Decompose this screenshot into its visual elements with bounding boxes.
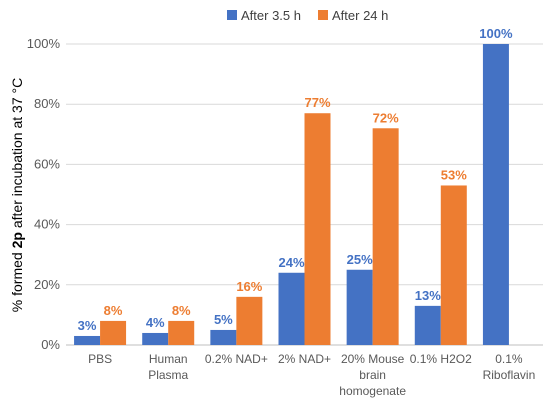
bar <box>414 305 441 345</box>
data-label: 4% <box>146 315 165 330</box>
data-label: 100% <box>479 26 513 41</box>
y-tick-label: 20% <box>34 277 60 292</box>
y-tick-label: 0% <box>41 337 60 352</box>
bar <box>278 272 305 345</box>
y-axis-label: % formed 2p after incubation at 37 °C <box>9 78 25 312</box>
data-label: 77% <box>304 95 330 110</box>
bar <box>372 128 399 345</box>
legend-swatch <box>318 10 328 20</box>
x-tick-label: 0.2% NAD+ <box>205 352 268 366</box>
bar <box>304 113 331 345</box>
legend: After 3.5 h After 24 h <box>227 8 388 23</box>
bar <box>168 320 195 345</box>
y-tick-label: 80% <box>34 96 60 111</box>
bar <box>210 329 237 345</box>
bar <box>440 185 467 345</box>
y-tick-label: 100% <box>27 36 61 51</box>
data-label: 72% <box>373 110 399 125</box>
data-label: 24% <box>278 255 304 270</box>
data-label: 3% <box>78 318 97 333</box>
bar <box>346 269 373 345</box>
bar <box>74 335 101 345</box>
data-label: 13% <box>415 288 441 303</box>
legend-label: After 24 h <box>332 8 388 23</box>
bar <box>100 320 127 345</box>
data-label: 8% <box>104 303 123 318</box>
legend-swatch <box>227 10 237 20</box>
data-label: 8% <box>172 303 191 318</box>
bars <box>74 44 509 345</box>
x-tick-label: 2% NAD+ <box>278 352 331 366</box>
x-tick-label: PBS <box>88 352 112 366</box>
data-label: 5% <box>214 312 233 327</box>
y-tick-label: 60% <box>34 156 60 171</box>
x-tick-label: 0.1% H2O2 <box>410 352 472 366</box>
y-tick-label: 40% <box>34 217 60 232</box>
x-axis-ticks: PBS Human Plasma 0.2% NAD+ 2% NAD+ 20% Mouse b… <box>88 352 535 398</box>
data-label: 53% <box>441 167 467 182</box>
data-label: 16% <box>236 279 262 294</box>
bar <box>142 332 169 345</box>
bar <box>482 44 509 345</box>
x-tick-label: 0.1% Riboflavin <box>483 352 536 382</box>
y-axis-ticks: 0% 20% 40% 60% 80% 100% <box>27 36 61 352</box>
x-tick-label: Human Plasma <box>148 352 188 382</box>
data-label: 25% <box>347 252 373 267</box>
x-tick-label: 20% Mouse brain homogenate <box>339 352 406 398</box>
bar <box>236 296 263 345</box>
data-labels: 3% 4% 5% 24% 25% 13% 100% 8% 8% 16% 77% 72% 53% <box>78 26 513 333</box>
legend-label: After 3.5 h <box>241 8 301 23</box>
